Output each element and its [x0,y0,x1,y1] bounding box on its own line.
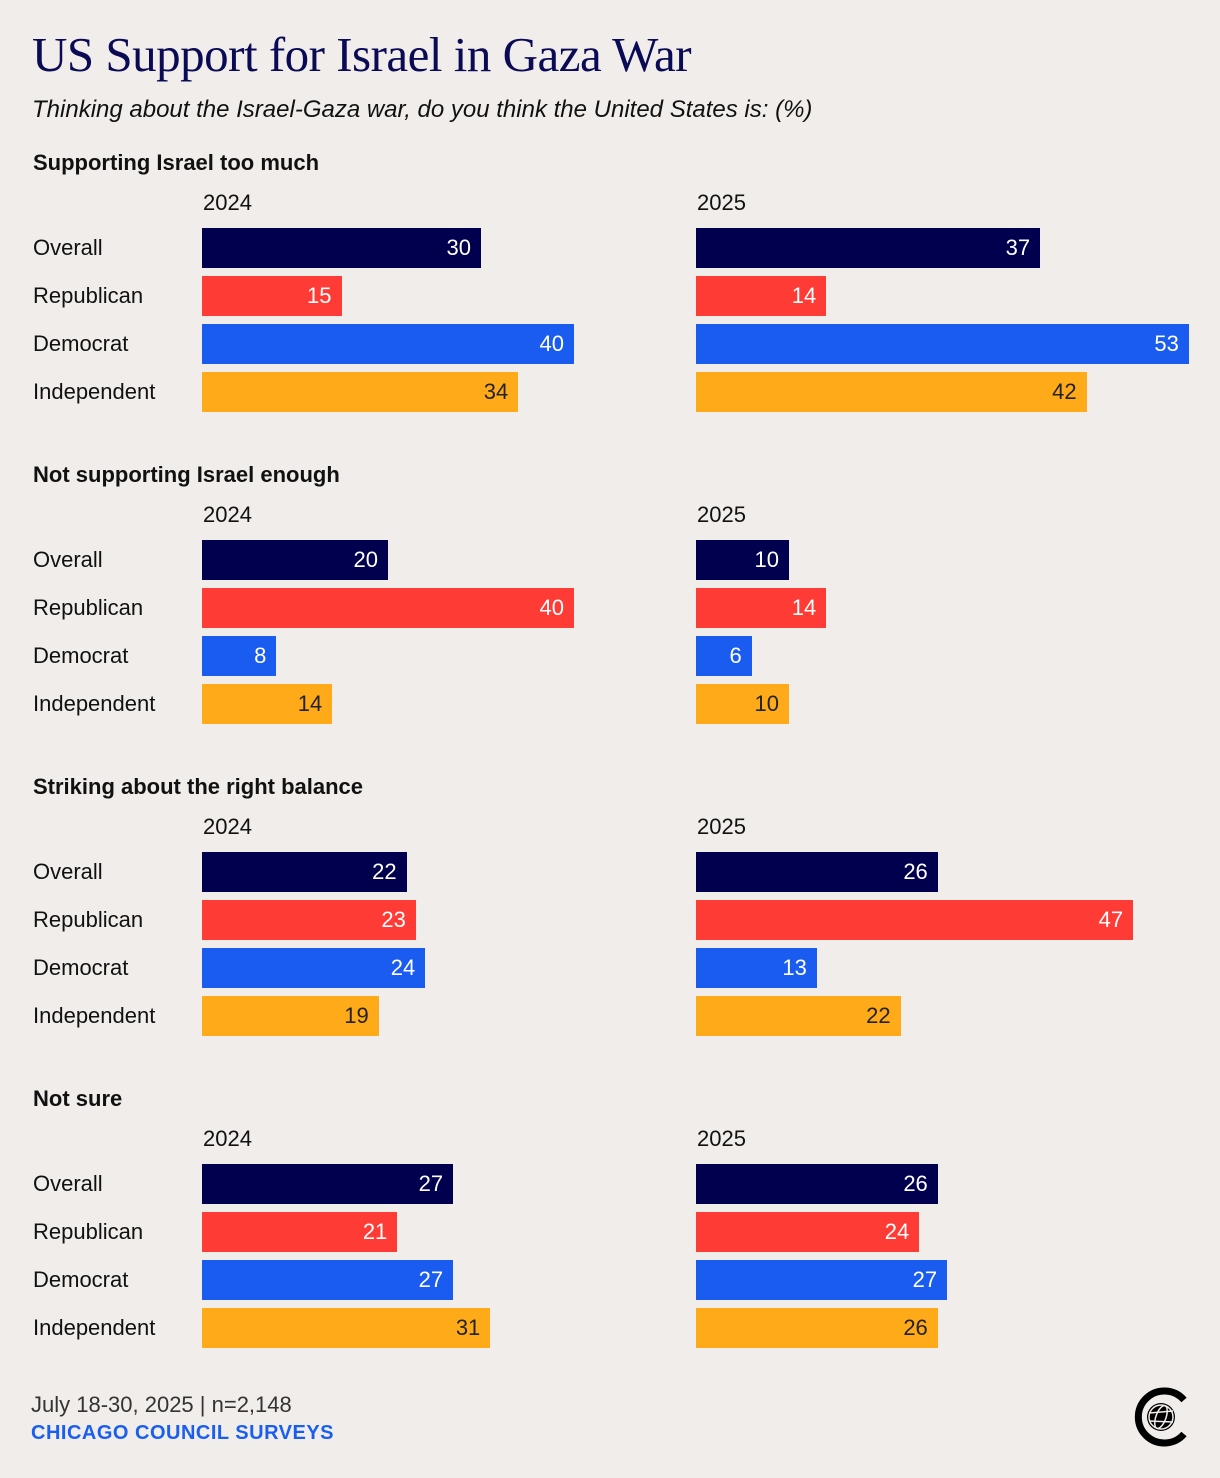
chart-subtitle: Thinking about the Israel-Gaza war, do y… [32,96,813,123]
category-label: Overall [33,235,103,260]
category-label: Independent [33,1003,156,1028]
bar-democrat-2024: 8 [202,636,277,676]
bar-independent-2025: 10 [696,684,789,724]
category-label: Republican [33,907,144,932]
chart-title: US Support for Israel in Gaza War [32,27,692,82]
bar-republican-2025: 14 [696,276,827,316]
category-label: Overall [33,547,103,572]
category-label: Independent [33,379,156,404]
bar-overall-2025: 26 [696,852,938,892]
year-label: 2024 [203,814,252,839]
bar-overall-2024: 22 [202,852,407,892]
category-label: Republican [33,595,144,620]
bar-independent-2025: 22 [696,996,901,1036]
year-label: 2024 [203,190,252,215]
bar-independent-2025: 26 [696,1308,938,1348]
category-label: Overall [33,859,103,884]
bar-overall-2025: 26 [696,1164,938,1204]
bar-republican-2024: 21 [202,1212,398,1252]
year-label: 2024 [203,1126,252,1151]
bar-republican-2024: 23 [202,900,416,940]
bar-democrat-2025: 6 [696,636,752,676]
bar-democrat-2025: 53 [696,324,1189,364]
bar-independent-2024: 19 [202,996,379,1036]
bar-democrat-2024: 27 [202,1260,454,1300]
bar-republican-2024: 15 [202,276,342,316]
bar-democrat-2025: 13 [696,948,817,988]
panel-title: Not sure [33,1086,123,1111]
panel-title: Supporting Israel too much [33,150,320,175]
category-label: Democrat [33,331,129,356]
category-label: Republican [33,283,144,308]
panel-title: Striking about the right balance [33,774,364,799]
category-label: Overall [33,1171,103,1196]
category-label: Democrat [33,643,129,668]
bar-independent-2024: 31 [202,1308,491,1348]
bar-democrat-2024: 40 [202,324,574,364]
year-label: 2025 [697,502,746,527]
bar-republican-2025: 14 [696,588,827,628]
bar-democrat-2024: 24 [202,948,426,988]
bar-overall-2025: 10 [696,540,789,580]
bar-overall-2025: 37 [696,228,1041,268]
bar-overall-2024: 30 [202,228,481,268]
bar-republican-2024: 40 [202,588,574,628]
bar-democrat-2025: 27 [696,1260,948,1300]
category-label: Independent [33,691,156,716]
source-note: July 18-30, 2025 | n=2,148 [31,1392,292,1417]
brand-name: CHICAGO COUNCIL SURVEYS [31,1422,335,1444]
bar-independent-2025: 42 [696,372,1087,412]
bar-republican-2025: 47 [696,900,1134,940]
category-label: Republican [33,1219,144,1244]
bar-overall-2024: 27 [202,1164,454,1204]
bar-independent-2024: 34 [202,372,519,412]
year-label: 2025 [697,190,746,215]
bar-overall-2024: 20 [202,540,388,580]
category-label: Democrat [33,1267,129,1292]
year-label: 2024 [203,502,252,527]
year-label: 2025 [697,814,746,839]
bar-republican-2025: 24 [696,1212,920,1252]
panel-title: Not supporting Israel enough [33,462,340,487]
bar-independent-2024: 14 [202,684,333,724]
category-label: Democrat [33,955,129,980]
category-label: Independent [33,1315,156,1340]
year-label: 2025 [697,1126,746,1151]
globe-logo-icon [1134,1387,1187,1447]
